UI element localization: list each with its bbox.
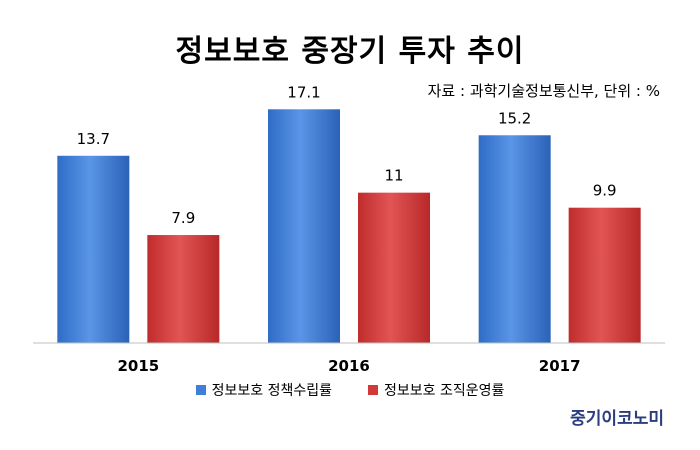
data-label-2016-series-1: 17.1 (287, 83, 320, 101)
bar-2016-series-2 (358, 192, 430, 343)
bar-2015-series-1 (57, 155, 130, 343)
bar-2017-series-2 (568, 207, 641, 343)
data-label-2017-series-2: 9.9 (593, 182, 617, 200)
legend-label-series-2: 정보보호 조직운영률 (384, 383, 505, 399)
legend-item-series-1: 정보보호 정책수립률 (195, 380, 332, 400)
legend-swatch-series-1 (195, 385, 206, 395)
publisher-logo: 중기이코노미 (570, 409, 664, 429)
data-label-2015-series-2: 7.9 (171, 209, 195, 227)
chart-source-note: 자료 : 과학기술정보통신부, 단위 : % (427, 82, 660, 100)
bar-2016-series-1 (268, 109, 340, 343)
x-tick-label-2016: 2016 (328, 357, 370, 375)
legend-item-series-2: 정보보호 조직운영률 (368, 380, 504, 400)
data-label-2016-series-2: 11 (384, 167, 403, 185)
chart-title: 정보보호 중장기 투자 추이 (175, 34, 525, 69)
legend: 정보보호 정책수립률 정보보호 조직운영률 (0, 380, 700, 400)
bar-2017-series-1 (478, 135, 551, 343)
x-tick-label-2017: 2017 (539, 357, 581, 375)
legend-label-series-1: 정보보호 정책수립률 (211, 383, 332, 399)
legend-swatch-series-2 (368, 385, 378, 395)
x-tick-label-2015: 2015 (117, 357, 159, 375)
bar-2015-series-2 (147, 235, 220, 343)
data-label-2015-series-1: 13.7 (77, 130, 110, 148)
data-label-2017-series-1: 15.2 (498, 109, 531, 127)
